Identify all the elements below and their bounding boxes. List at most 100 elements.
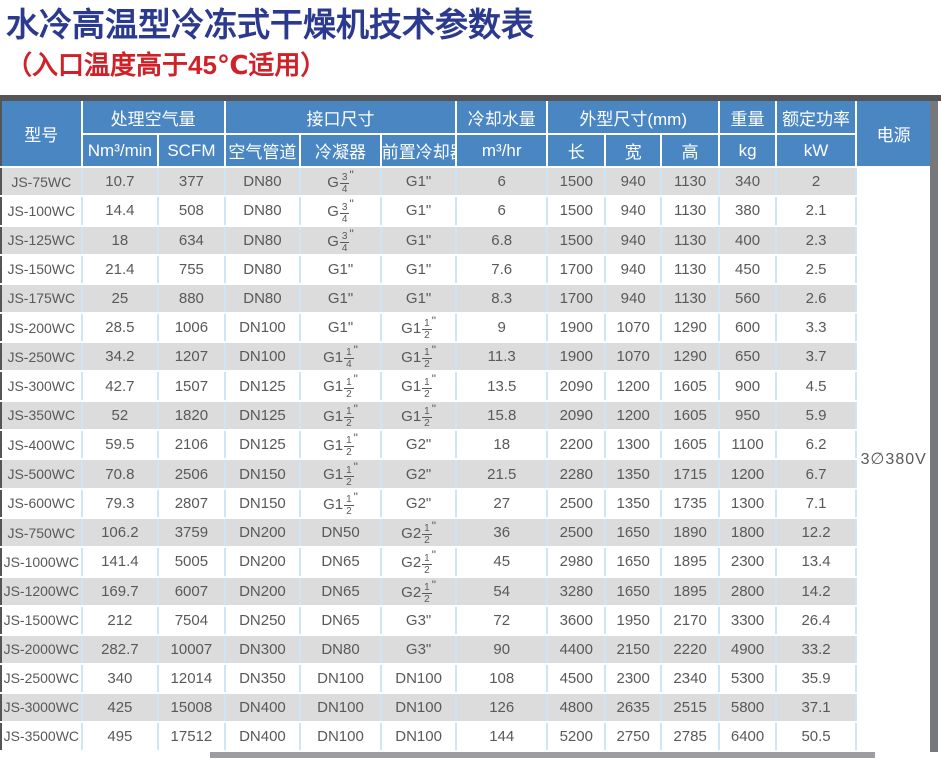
power-kw-cell: 2.3 xyxy=(775,225,858,256)
scfm-cell: 3759 xyxy=(158,517,226,549)
weight-kg-cell: 560 xyxy=(719,283,777,314)
weight-kg-cell: 600 xyxy=(719,312,777,344)
header-precooler: 前置冷却器 xyxy=(380,134,458,168)
nm3-min-cell: 340 xyxy=(81,663,160,694)
nm3-min-cell: 34.2 xyxy=(81,342,160,373)
condenser-cell: DN50 xyxy=(300,517,382,549)
height-cell: 1130 xyxy=(660,225,721,256)
condenser-cell: G 3 4 " xyxy=(300,225,382,256)
precooler-cell: G2 1 2 " xyxy=(380,547,458,578)
table-row: JS-1500WC 212 7504 DN250 DN65 G3" 72 3600 1950 21… xyxy=(1,605,930,636)
model-cell: JS-500WC xyxy=(1,459,83,490)
water-m3-hr-cell: 7.6 xyxy=(456,254,549,285)
width-cell: 1950 xyxy=(605,605,662,636)
header-unit-kg: kg xyxy=(719,134,777,168)
spec-table-body: JS-75WC 10.7 377 DN80 G 3 4 " G1" 6 1500 940 1130 340… xyxy=(1,167,930,752)
condenser-cell: G1" xyxy=(300,283,382,314)
height-cell: 1605 xyxy=(660,400,721,432)
weight-kg-cell: 4900 xyxy=(719,634,777,665)
model-cell: JS-200WC xyxy=(1,312,83,344)
water-m3-hr-cell: 15.8 xyxy=(456,400,549,432)
length-cell: 1900 xyxy=(547,312,607,344)
water-m3-hr-cell: 6 xyxy=(456,167,549,198)
power-kw-cell: 3.3 xyxy=(775,312,858,344)
precooler-cell: G1" xyxy=(380,225,458,256)
length-cell: 2500 xyxy=(547,488,607,519)
precooler-cell: DN100 xyxy=(380,663,458,694)
water-m3-hr-cell: 6 xyxy=(456,196,549,227)
precooler-cell: G1" xyxy=(380,196,458,227)
horizontal-scrollbar-thumb[interactable] xyxy=(210,751,875,758)
power-kw-cell: 4.5 xyxy=(775,371,858,402)
width-cell: 2300 xyxy=(605,663,662,694)
weight-kg-cell: 2300 xyxy=(719,547,777,578)
weight-kg-cell: 2800 xyxy=(719,576,777,607)
air-pipe-cell: DN80 xyxy=(224,167,302,198)
power-kw-cell: 2.5 xyxy=(775,254,858,285)
model-cell: JS-400WC xyxy=(1,430,83,461)
height-cell: 1605 xyxy=(660,371,721,402)
model-cell: JS-2000WC xyxy=(1,634,83,665)
power-kw-cell: 12.2 xyxy=(775,517,858,549)
nm3-min-cell: 59.5 xyxy=(81,430,160,461)
length-cell: 1900 xyxy=(547,342,607,373)
width-cell: 940 xyxy=(605,283,662,314)
header-cooling-water: 冷却水量 xyxy=(456,101,549,135)
header-rated-power: 额定功率 xyxy=(775,101,858,135)
table-row: JS-1200WC 169.7 6007 DN200 DN65 G2 1 2 " 54 3280 16… xyxy=(1,576,930,607)
height-cell: 1290 xyxy=(660,342,721,373)
length-cell: 2980 xyxy=(547,547,607,578)
vertical-scrollbar[interactable] xyxy=(930,101,938,752)
precooler-cell: G2" xyxy=(380,430,458,461)
width-cell: 2750 xyxy=(605,721,662,752)
table-row: JS-175WC 25 880 DN80 G1" G1" 8.3 1700 940 1130 560… xyxy=(1,283,930,314)
header-air-volume: 处理空气量 xyxy=(81,101,226,135)
condenser-cell: DN100 xyxy=(300,692,382,723)
length-cell: 2090 xyxy=(547,400,607,432)
water-m3-hr-cell: 9 xyxy=(456,312,549,344)
scfm-cell: 508 xyxy=(158,196,226,227)
weight-kg-cell: 650 xyxy=(719,342,777,373)
nm3-min-cell: 425 xyxy=(81,692,160,723)
height-cell: 1895 xyxy=(660,547,721,578)
length-cell: 1500 xyxy=(547,167,607,198)
scfm-cell: 1006 xyxy=(158,312,226,344)
water-m3-hr-cell: 108 xyxy=(456,663,549,694)
length-cell: 1700 xyxy=(547,254,607,285)
air-pipe-cell: DN150 xyxy=(224,488,302,519)
air-pipe-cell: DN125 xyxy=(224,400,302,432)
scfm-cell: 2506 xyxy=(158,459,226,490)
weight-kg-cell: 1800 xyxy=(719,517,777,549)
weight-kg-cell: 340 xyxy=(719,167,777,198)
water-m3-hr-cell: 27 xyxy=(456,488,549,519)
power-kw-cell: 5.9 xyxy=(775,400,858,432)
precooler-cell: G1 1 2 " xyxy=(380,400,458,432)
power-supply-cell: 3∅380V xyxy=(856,167,930,752)
table-row: JS-2500WC 340 12014 DN350 DN100 DN100 108 4500 2… xyxy=(1,663,930,694)
width-cell: 940 xyxy=(605,167,662,198)
length-cell: 2280 xyxy=(547,459,607,490)
height-cell: 1735 xyxy=(660,488,721,519)
water-m3-hr-cell: 13.5 xyxy=(456,371,549,402)
table-row: JS-125WC 18 634 DN80 G 3 4 " G1" 6.8 1500 940 1130 40… xyxy=(1,225,930,256)
air-pipe-cell: DN125 xyxy=(224,371,302,402)
scfm-cell: 634 xyxy=(158,225,226,256)
nm3-min-cell: 70.8 xyxy=(81,459,160,490)
precooler-cell: DN100 xyxy=(380,721,458,752)
air-pipe-cell: DN80 xyxy=(224,225,302,256)
model-cell: JS-125WC xyxy=(1,225,83,256)
nm3-min-cell: 79.3 xyxy=(81,488,160,519)
condenser-cell: G1 1 4 " xyxy=(300,342,382,373)
height-cell: 1130 xyxy=(660,167,721,198)
condenser-cell: G1 1 2 " xyxy=(300,400,382,432)
nm3-min-cell: 10.7 xyxy=(81,167,160,198)
weight-kg-cell: 1100 xyxy=(719,430,777,461)
power-kw-cell: 3.7 xyxy=(775,342,858,373)
